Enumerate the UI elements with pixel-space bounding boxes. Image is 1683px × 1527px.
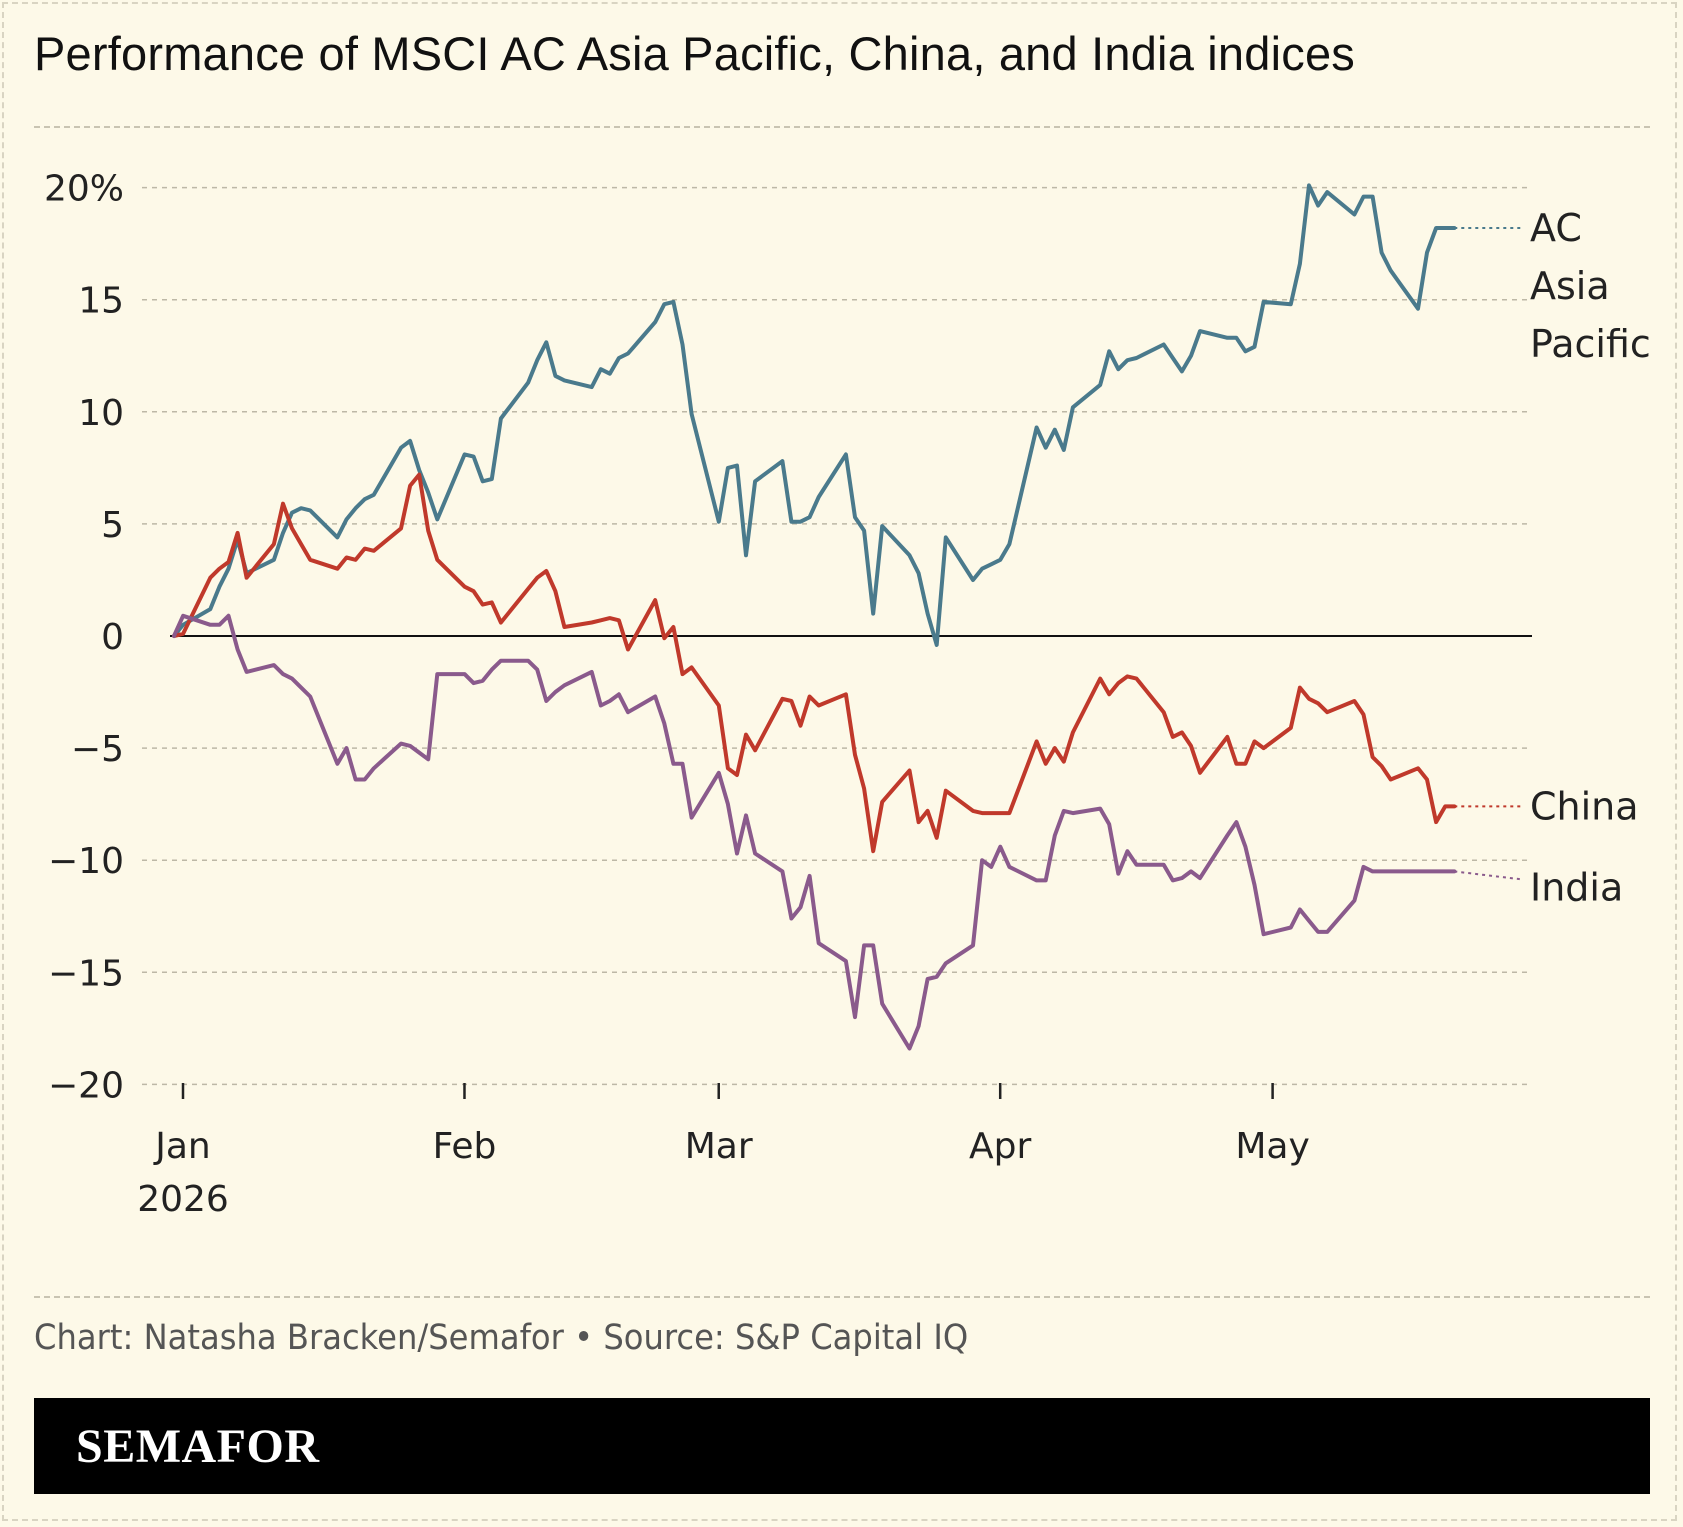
x-tick-label: Jan — [153, 1126, 211, 1167]
series-line-india — [172, 613, 1457, 1051]
series-leader-line — [1454, 870, 1523, 881]
x-tick-label-year: 2026 — [137, 1179, 229, 1220]
series-label: China — [1530, 784, 1639, 828]
y-tick-label: −20 — [48, 1065, 124, 1106]
series-line-ac-asia-pacific — [172, 183, 1457, 647]
series-label: Asia — [1530, 264, 1610, 308]
semafor-logo: SEMAFOR — [76, 1420, 320, 1473]
y-tick-label: −10 — [48, 841, 124, 882]
x-tick-label: Apr — [969, 1126, 1031, 1167]
y-tick-label: 15 — [78, 281, 124, 322]
series-label: AC — [1530, 206, 1582, 250]
chart-title: Performance of MSCI AC Asia Pacific, Chi… — [34, 27, 1355, 80]
line-chart: 20% 15 10 5 0 −5 −10 −15 −20 Jan 2026 Feb Mar Apr May A… — [44, 169, 1651, 1220]
x-tick-label: May — [1235, 1126, 1309, 1167]
brand-bar: SEMAFOR — [34, 1398, 1650, 1494]
y-tick-label: 20% — [44, 169, 124, 210]
title-divider — [34, 126, 1650, 128]
x-tick-label: Feb — [433, 1126, 497, 1167]
series-label: India — [1530, 865, 1623, 909]
y-tick-label: −15 — [48, 953, 124, 994]
source-credit: Chart: Natasha Bracken/Semafor • Source:… — [34, 1318, 969, 1358]
y-tick-label: 0 — [101, 617, 124, 658]
series-line-china — [172, 472, 1457, 854]
series-label: Pacific — [1530, 322, 1651, 366]
footer-divider — [34, 1296, 1650, 1298]
y-tick-label: −5 — [71, 729, 124, 770]
y-tick-label: 10 — [78, 393, 124, 434]
x-tick-label: Mar — [685, 1126, 753, 1167]
y-tick-label: 5 — [101, 505, 124, 546]
